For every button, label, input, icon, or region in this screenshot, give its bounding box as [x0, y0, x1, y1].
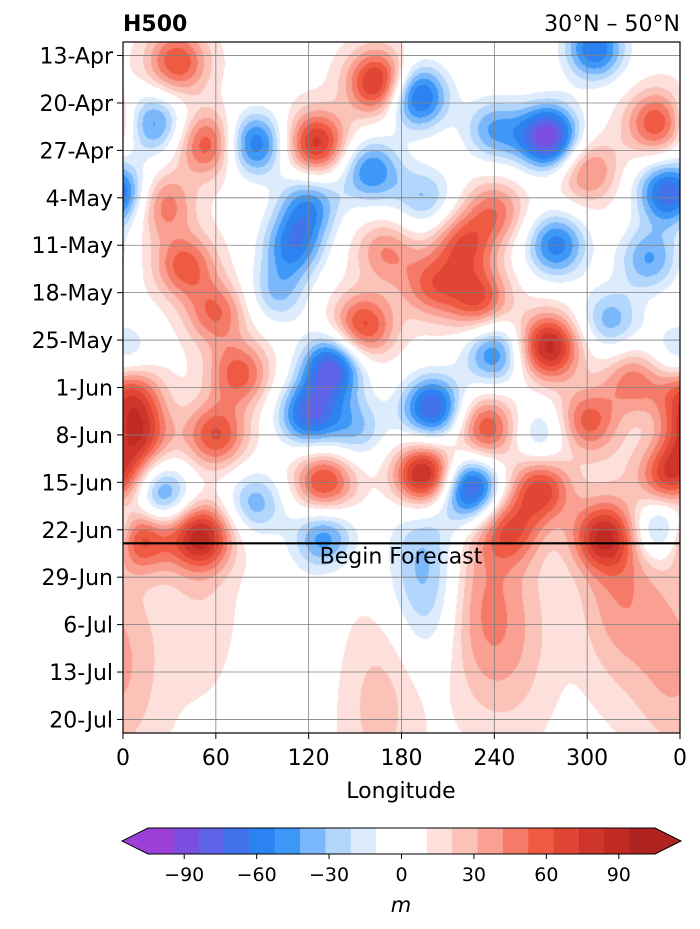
colorbar-swatch — [249, 828, 276, 854]
colorbar-swatch — [350, 828, 377, 854]
colorbar-tick-label: −30 — [309, 864, 349, 886]
colorbar-swatch — [629, 828, 656, 854]
colorbar-swatch — [426, 828, 453, 854]
colorbar-ticks: −90 −60 −30 0 30 60 90 — [164, 854, 631, 886]
y-tick-label: 13-Apr — [39, 45, 113, 70]
colorbar-tick-label: −60 — [237, 864, 277, 886]
y-tick-label: 22-Jun — [41, 519, 113, 544]
x-axis: 0 60 120 180 240 300 0 — [116, 733, 687, 771]
colorbar-swatch — [224, 828, 250, 854]
x-tick-label: 0 — [116, 746, 130, 771]
colorbar-swatch — [477, 828, 504, 854]
colorbar-swatch — [604, 828, 631, 854]
colorbar-swatch — [401, 828, 428, 854]
colorbar-outline — [120, 827, 683, 855]
chart-title: H500 — [123, 12, 187, 37]
plot-area: Begin Forecast — [122, 41, 681, 734]
colorbar-swatch — [578, 828, 605, 854]
y-tick-label: 25-May — [32, 329, 113, 354]
y-tick-label: 18-May — [32, 282, 113, 307]
colorbar-swatch — [173, 828, 200, 854]
colorbar-tick-label: 90 — [607, 864, 631, 886]
colorbar-tick-label: 60 — [534, 864, 558, 886]
y-tick-label: 20-Jul — [49, 708, 113, 733]
colorbar-swatch — [148, 828, 174, 854]
y-tick-label: 1-Jun — [55, 377, 113, 402]
colorbar-extend-low — [122, 828, 148, 854]
x-tick-label: 240 — [473, 746, 515, 771]
grid-lines — [123, 42, 680, 733]
colorbar-swatch — [452, 828, 479, 854]
colorbar-tick-label: 30 — [462, 864, 486, 886]
y-tick-label: 11-May — [32, 234, 113, 259]
y-tick-label: 15-Jun — [41, 471, 113, 496]
x-tick-label: 180 — [381, 746, 423, 771]
colorbar-extend-high — [655, 828, 681, 854]
x-tick-label: 300 — [566, 746, 608, 771]
y-tick-label: 4-May — [46, 187, 113, 212]
y-axis: 13-Apr 20-Apr 27-Apr 4-May 11-May 18-May 25-Ma… — [32, 45, 123, 733]
colorbar-swatch — [502, 828, 529, 854]
y-tick-label: 27-Apr — [39, 139, 113, 164]
x-tick-label: 60 — [202, 746, 230, 771]
colorbar-unit-label: m — [391, 893, 411, 917]
colorbar-swatch — [198, 828, 225, 854]
colorbar-tick-label: 0 — [395, 864, 407, 886]
colorbar-swatch — [274, 828, 301, 854]
chart-subtitle: 30°N – 50°N — [544, 12, 680, 37]
x-axis-label: Longitude — [346, 779, 455, 804]
x-tick-label: 120 — [288, 746, 330, 771]
colorbar-tick-label: −90 — [164, 864, 204, 886]
colorbar-swatch — [553, 828, 580, 854]
colorbar-swatch — [376, 828, 402, 854]
colorbar-swatch — [300, 828, 326, 854]
y-tick-label: 8-Jun — [55, 424, 113, 449]
x-tick-label: 0 — [673, 746, 687, 771]
colorbar-swatch — [528, 828, 555, 854]
colorbar — [120, 827, 683, 855]
colorbar-swatch — [325, 828, 352, 854]
y-tick-label: 6-Jul — [63, 614, 113, 639]
forecast-label: Begin Forecast — [320, 544, 483, 569]
y-tick-label: 13-Jul — [49, 661, 113, 686]
y-tick-label: 20-Apr — [39, 92, 113, 117]
y-tick-label: 29-Jun — [41, 566, 113, 591]
